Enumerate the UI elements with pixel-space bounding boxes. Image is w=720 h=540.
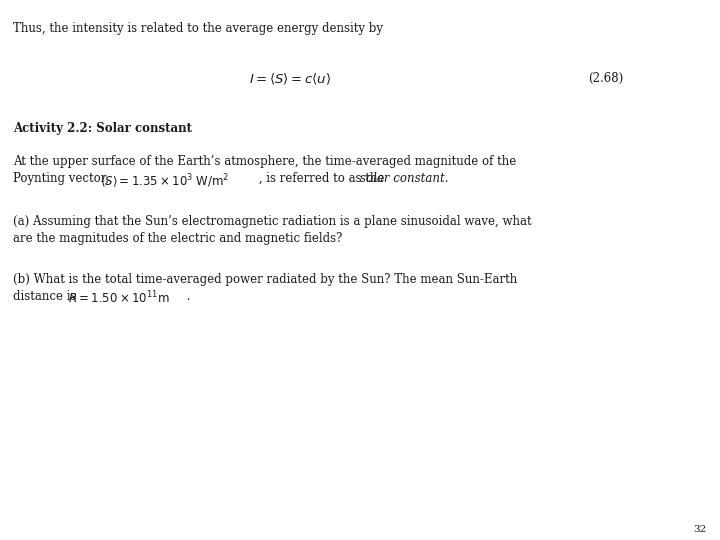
- Text: .: .: [183, 290, 191, 303]
- Text: distance is: distance is: [13, 290, 80, 303]
- Text: (a) Assuming that the Sun’s electromagnetic radiation is a plane sinusoidal wave: (a) Assuming that the Sun’s electromagne…: [13, 215, 531, 228]
- Text: (2.68): (2.68): [588, 72, 624, 85]
- Text: $R=1.50\times10^{11}\mathrm{m}$: $R=1.50\times10^{11}\mathrm{m}$: [68, 290, 170, 307]
- Text: Thus, the intensity is related to the average energy density by: Thus, the intensity is related to the av…: [13, 22, 383, 35]
- Text: $\langle S\rangle=1.35\times10^3\;\mathrm{W/m}^2$: $\langle S\rangle=1.35\times10^3\;\mathr…: [100, 172, 229, 190]
- Text: Activity 2.2: Solar constant: Activity 2.2: Solar constant: [13, 122, 192, 135]
- Text: $I=\langle S\rangle=c\langle u\rangle$: $I=\langle S\rangle=c\langle u\rangle$: [249, 72, 331, 87]
- Text: , is referred to as the: , is referred to as the: [255, 172, 388, 185]
- Text: Poynting vector,: Poynting vector,: [13, 172, 117, 185]
- Text: At the upper surface of the Earth’s atmosphere, the time-averaged magnitude of t: At the upper surface of the Earth’s atmo…: [13, 155, 516, 168]
- Text: solar constant.: solar constant.: [360, 172, 449, 185]
- Text: 32: 32: [694, 525, 707, 534]
- Text: (b) What is the total time-averaged power radiated by the Sun? The mean Sun-Eart: (b) What is the total time-averaged powe…: [13, 273, 517, 286]
- Text: are the magnitudes of the electric and magnetic fields?: are the magnitudes of the electric and m…: [13, 232, 343, 245]
